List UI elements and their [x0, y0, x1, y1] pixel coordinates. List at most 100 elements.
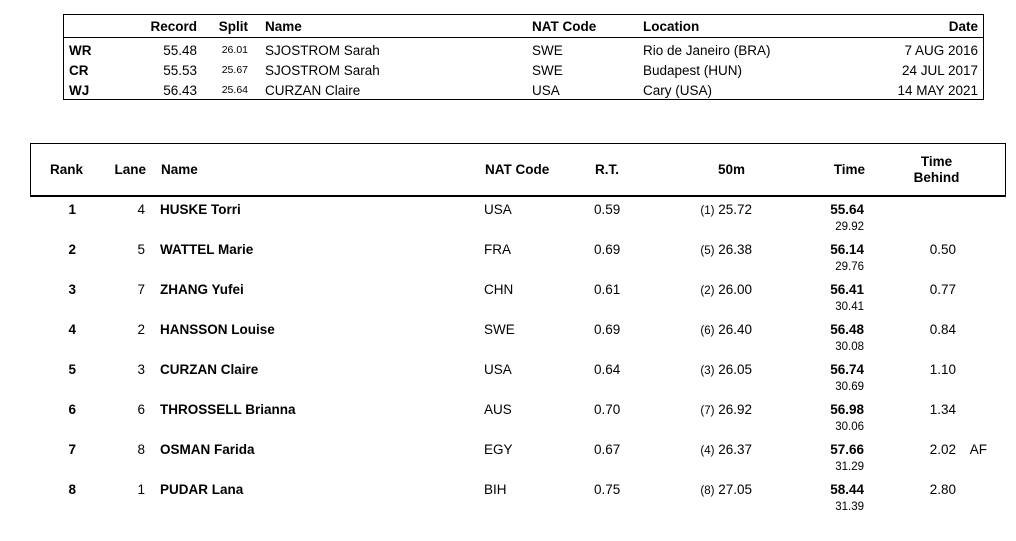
- time-cell: 56.14 29.76: [755, 240, 867, 275]
- result-row: 1 4 HUSKE Torri USA 0.59 (1) 25.72 55.64…: [30, 197, 1006, 237]
- time-behind-cell: 2.02 AF: [867, 440, 1006, 460]
- result-row: 5 3 CURZAN Claire USA 0.64 (3) 26.05 56.…: [30, 357, 1006, 397]
- split-time: 26.92: [718, 402, 752, 417]
- time-cell: 55.64 29.92: [755, 200, 867, 235]
- split-50m-cell: (2) 26.00: [654, 280, 755, 301]
- result-row: 6 6 THROSSELL Brianna AUS 0.70 (7) 26.92…: [30, 397, 1006, 437]
- record-row: WR 55.48 26.01 SJOSTROM Sarah SWE Rio de…: [64, 40, 983, 60]
- record-location: Cary (USA): [643, 82, 713, 98]
- record-split-time: 26.01: [221, 44, 248, 57]
- nat-code-cell: SWE: [484, 322, 515, 337]
- split-50m-cell: (1) 25.72: [654, 200, 755, 221]
- reaction-time-cell: 0.67: [594, 442, 621, 457]
- records-header-split: Split: [218, 18, 248, 34]
- split-50m-cell: (8) 27.05: [654, 480, 755, 501]
- lane-cell: 4: [137, 202, 145, 217]
- reaction-time-cell: 0.70: [594, 402, 621, 417]
- time-behind-value: 0.50: [929, 242, 956, 257]
- result-row: 4 2 HANSSON Louise SWE 0.69 (6) 26.40 56…: [30, 317, 1006, 357]
- records-header-date: Date: [948, 18, 978, 34]
- results-header-nat-code: NAT Code: [485, 162, 550, 177]
- records-header-nat-code: NAT Code: [532, 18, 597, 34]
- records-table: Record Split Name NAT Code Location Date…: [63, 14, 984, 100]
- time-cell: 58.44 31.39: [755, 480, 867, 515]
- time-behind-cell: 1.34: [867, 400, 1006, 420]
- split-time: 26.00: [718, 282, 752, 297]
- split-50m-cell: (3) 26.05: [654, 360, 755, 381]
- time-behind-value: 1.10: [929, 362, 956, 377]
- lane-cell: 3: [137, 362, 145, 377]
- time-behind-cell: 0.50: [867, 240, 1006, 260]
- records-header-location: Location: [643, 18, 700, 34]
- result-row: 2 5 WATTEL Marie FRA 0.69 (5) 26.38 56.1…: [30, 237, 1006, 277]
- time-cell: 56.74 30.69: [755, 360, 867, 395]
- time-behind-cell: 0.77: [867, 280, 1006, 300]
- results-header-lane: Lane: [114, 162, 146, 177]
- final-time: 56.14: [830, 242, 864, 257]
- swimmer-name-cell: WATTEL Marie: [160, 242, 254, 257]
- records-rows: WR 55.48 26.01 SJOSTROM Sarah SWE Rio de…: [64, 38, 983, 100]
- swimmer-name-cell: ZHANG Yufei: [160, 282, 244, 297]
- split-rank: (8): [700, 485, 715, 497]
- results-header-rank: Rank: [49, 162, 83, 177]
- record-nat-code: SWE: [532, 42, 563, 58]
- lane-cell: 1: [137, 482, 145, 497]
- record-nat-code: USA: [532, 82, 560, 98]
- final-time: 56.41: [830, 282, 864, 297]
- second-half-split: 31.29: [835, 461, 864, 473]
- time-cell: 57.66 31.29: [755, 440, 867, 475]
- split-time: 26.40: [718, 322, 752, 337]
- final-time: 56.74: [830, 362, 864, 377]
- records-header-row: Record Split Name NAT Code Location Date: [64, 15, 983, 38]
- nat-code-cell: USA: [484, 202, 512, 217]
- rank-cell: 4: [68, 322, 76, 337]
- record-holder-name: SJOSTROM Sarah: [265, 42, 380, 58]
- split-rank: (3): [700, 365, 715, 377]
- record-time: 55.53: [163, 62, 197, 78]
- record-holder-name: CURZAN Claire: [265, 82, 361, 98]
- record-tag-label: CR: [69, 62, 89, 78]
- split-rank: (1): [700, 205, 715, 217]
- time-behind-value: 0.77: [929, 282, 956, 297]
- rank-cell: 8: [68, 482, 76, 497]
- swimmer-name-cell: PUDAR Lana: [160, 482, 244, 497]
- record-split-time: 25.64: [221, 84, 248, 97]
- swimmer-name-cell: THROSSELL Brianna: [160, 402, 296, 417]
- rank-cell: 6: [68, 402, 76, 417]
- split-time: 25.72: [718, 202, 752, 217]
- reaction-time-cell: 0.59: [594, 202, 621, 217]
- record-time: 55.48: [163, 42, 197, 58]
- split-50m-cell: (4) 26.37: [654, 440, 755, 461]
- time-cell: 56.98 30.06: [755, 400, 867, 435]
- result-row: 7 8 OSMAN Farida EGY 0.67 (4) 26.37 57.6…: [30, 437, 1006, 477]
- second-half-split: 30.41: [835, 301, 864, 313]
- time-cell: 56.41 30.41: [755, 280, 867, 315]
- time-behind-cell: 2.80: [867, 480, 1006, 500]
- continental-record-tag: AF: [969, 442, 987, 457]
- results-header-row: Rank Lane Name NAT Code R.T. 50m Time Ti…: [30, 143, 1006, 197]
- result-row: 8 1 PUDAR Lana BIH 0.75 (8) 27.05 58.44 …: [30, 477, 1006, 517]
- lane-cell: 6: [137, 402, 145, 417]
- time-behind-cell: 0.84: [867, 320, 1006, 340]
- result-row: 3 7 ZHANG Yufei CHN 0.61 (2) 26.00 56.41…: [30, 277, 1006, 317]
- time-cell: 56.48 30.08: [755, 320, 867, 355]
- split-time: 26.38: [718, 242, 752, 257]
- split-time: 26.37: [718, 442, 752, 457]
- record-holder-name: SJOSTROM Sarah: [265, 62, 380, 78]
- split-rank: (7): [700, 405, 715, 417]
- time-behind-cell: 1.10: [867, 360, 1006, 380]
- second-half-split: 29.92: [835, 221, 864, 233]
- swimmer-name-cell: OSMAN Farida: [160, 442, 255, 457]
- lane-cell: 8: [137, 442, 145, 457]
- time-behind-value: 2.80: [929, 482, 956, 497]
- time-behind-value: 1.34: [929, 402, 956, 417]
- results-header-50m: 50m: [717, 162, 745, 177]
- lane-cell: 5: [137, 242, 145, 257]
- split-rank: (4): [700, 445, 715, 457]
- final-time: 55.64: [830, 202, 864, 217]
- swimmer-name-cell: CURZAN Claire: [160, 362, 259, 377]
- record-nat-code: SWE: [532, 62, 563, 78]
- results-header-time-behind: Time Behind: [868, 154, 1005, 186]
- nat-code-cell: AUS: [484, 402, 512, 417]
